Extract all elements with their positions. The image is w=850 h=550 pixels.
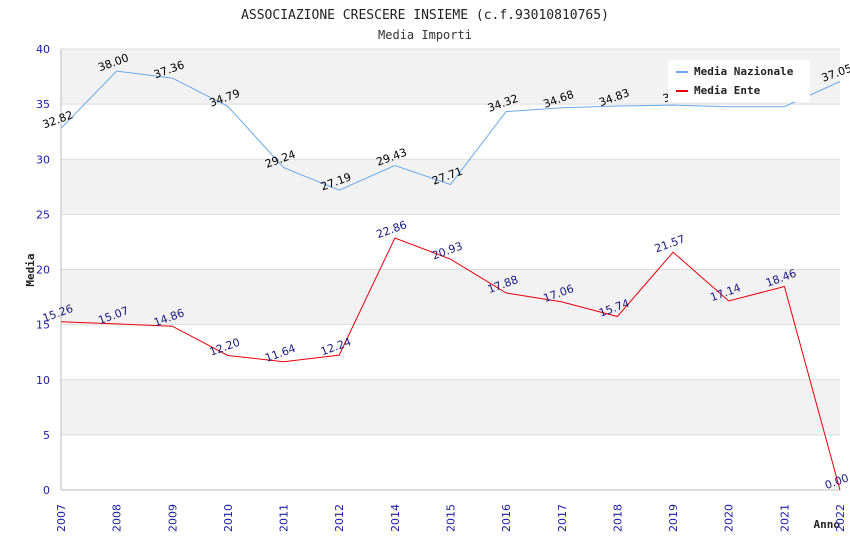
plot-band (61, 104, 840, 160)
y-tick-label: 40 (36, 43, 50, 56)
plot-band (61, 324, 840, 380)
x-tick-label: 2022 (834, 504, 847, 532)
x-tick-label: 2020 (723, 504, 736, 532)
y-tick-label: 25 (36, 208, 50, 221)
x-tick-label: 2007 (55, 504, 68, 532)
plot-band (61, 434, 840, 490)
series-line-nazionale (60, 70, 841, 191)
x-tick-label: 2008 (111, 504, 124, 532)
y-tick-label: 30 (36, 153, 50, 166)
chart-subtitle: Media Importi (378, 28, 472, 42)
plot-band (61, 159, 840, 215)
x-tick-label: 2014 (389, 504, 402, 532)
x-tick-label: 2010 (222, 504, 235, 532)
legend: Media Nazionale Media Ente (668, 60, 810, 102)
x-tick-label: 2016 (500, 504, 513, 532)
x-tick-label: 2021 (778, 504, 791, 532)
x-tick-label: 2012 (333, 504, 346, 532)
plot-background-bands (61, 49, 840, 490)
plot-band (61, 214, 840, 270)
x-tick-label: 2011 (278, 504, 291, 532)
y-tick-labels: 0 5 10 15 20 25 30 35 40 (36, 43, 50, 497)
y-tick-label: 10 (36, 374, 50, 387)
x-tick-labels: 2007 2008 2009 2010 2011 2012 2014 2015 2016 2017… (55, 504, 847, 532)
legend-box (668, 60, 810, 102)
series-lines (60, 70, 841, 491)
x-tick-label: 2019 (667, 504, 680, 532)
legend-label-nazionale: Media Nazionale (694, 65, 794, 78)
series-line-ente (60, 237, 841, 491)
legend-label-ente: Media Ente (694, 84, 761, 97)
x-axis-label: Anno (814, 518, 841, 531)
chart-title: ASSOCIAZIONE CRESCERE INSIEME (c.f.93010… (241, 8, 609, 23)
y-tick-label: 15 (36, 319, 50, 332)
plot-band (61, 379, 840, 435)
x-tick-label: 2009 (166, 504, 179, 532)
y-tick-label: 0 (43, 484, 50, 497)
y-tick-label: 35 (36, 98, 50, 111)
y-tick-label: 5 (43, 429, 50, 442)
plot-band (61, 269, 840, 325)
x-tick-label: 2018 (611, 504, 624, 532)
x-tick-label: 2017 (556, 504, 569, 532)
y-axis-label: Media (24, 253, 37, 286)
y-tick-label: 20 (36, 264, 50, 277)
x-tick-label: 2015 (445, 504, 458, 532)
